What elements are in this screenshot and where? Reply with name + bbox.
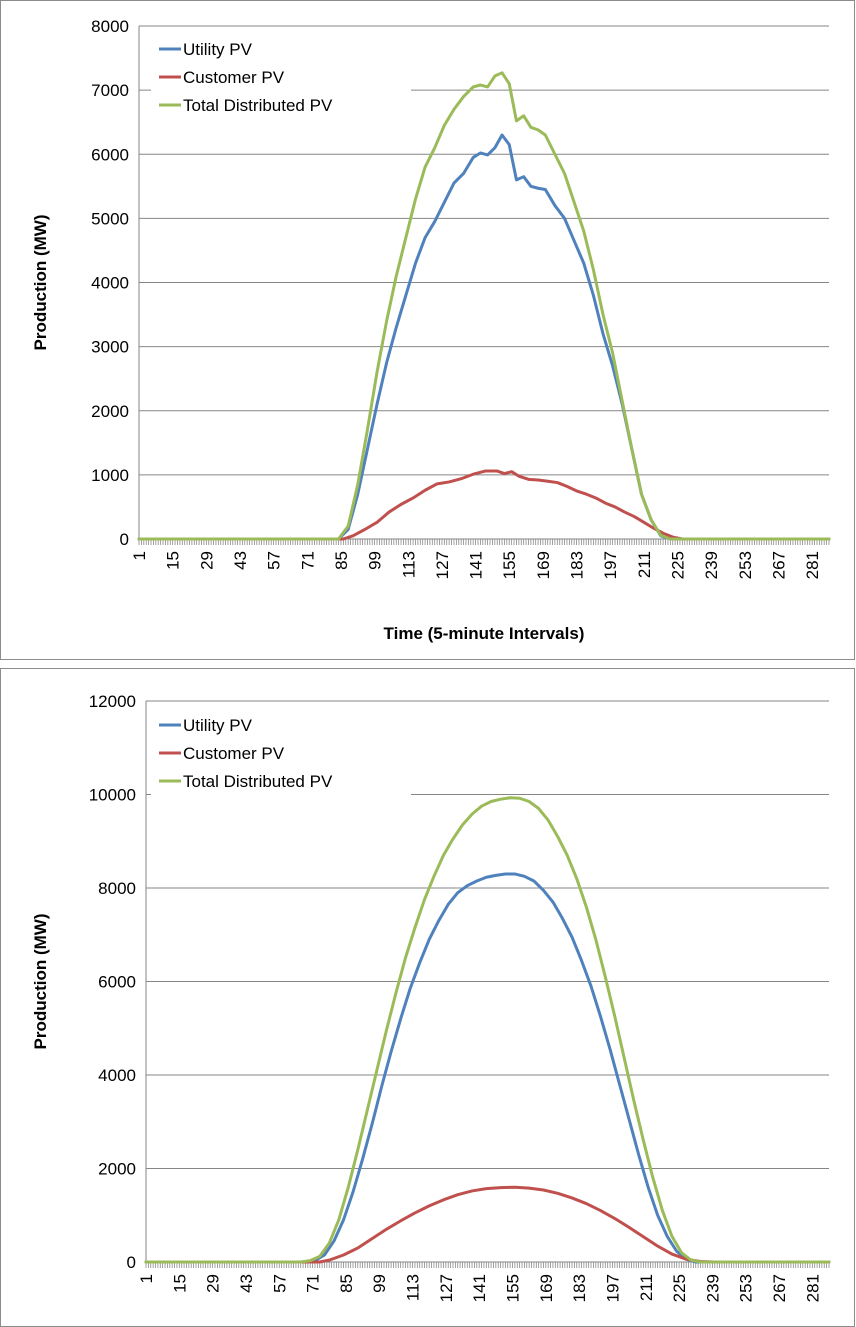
series-line-2-2 (144, 1185, 831, 1264)
y-tick-label-2-6: 12000 (89, 692, 136, 711)
y-tick-label-1-5: 5000 (91, 209, 129, 228)
x-tick-label-1-13: 183 (568, 551, 587, 579)
x-tick-label-2-10: 141 (470, 1274, 489, 1302)
chart-panel-1: 0 1000 2000 3000 4000 5000 6000 7000 8000 1 15 29 43… (0, 0, 855, 660)
x-tick-label-1-7: 99 (366, 551, 385, 570)
x-tick-label-2-16: 225 (670, 1274, 689, 1302)
x-tick-label-2-15: 211 (637, 1274, 656, 1301)
x-tick-label-2-20: 281 (803, 1274, 822, 1302)
x-tick-label-2-14: 197 (603, 1274, 622, 1302)
y-tick-label-2-5: 10000 (89, 786, 136, 805)
y-tick-label-2-1: 2000 (98, 1160, 136, 1179)
y-tick-label-2-0: 0 (127, 1253, 136, 1272)
legend-label-1-2: Customer PV (183, 68, 285, 87)
x-tick-label-1-3: 43 (231, 551, 250, 570)
x-tick-label-2-9: 127 (437, 1274, 456, 1302)
legend-label-1-3: Total Distributed PV (183, 96, 333, 115)
y-tick-label-1-4: 4000 (91, 274, 129, 293)
x-tick-label-2-2: 29 (204, 1274, 223, 1293)
x-tick-label-2-0: 1 (137, 1274, 156, 1283)
x-tick-label-2-3: 43 (237, 1274, 256, 1293)
y-axis-title-1: Production (MW) (31, 215, 50, 351)
y-tick-label-2-4: 8000 (98, 879, 136, 898)
x-tick-label-1-2: 29 (197, 551, 216, 570)
x-tick-label-2-1: 15 (170, 1274, 189, 1293)
x-tick-label-1-16: 225 (669, 551, 688, 579)
x-tick-marks-1 (138, 539, 830, 545)
x-tick-label-1-0: 1 (130, 551, 149, 560)
x-tick-marks-2 (145, 1262, 830, 1268)
x-tick-label-1-4: 57 (265, 551, 284, 570)
legend-box-1 (151, 33, 411, 128)
x-tick-label-1-9: 127 (433, 551, 452, 579)
x-tick-label-2-11: 155 (503, 1274, 522, 1302)
series-line-1-1 (137, 133, 831, 541)
x-tick-label-2-18: 253 (737, 1274, 756, 1302)
legend-box-2 (151, 709, 411, 804)
x-tick-label-1-8: 113 (399, 551, 418, 578)
legend-label-1-1: Utility PV (183, 40, 253, 59)
x-tick-label-2-8: 113 (404, 1274, 423, 1301)
chart-svg-2: 0 2000 4000 6000 8000 10000 12000 1 15 29 43 57 71 85… (31, 692, 831, 1302)
series-line-1-3 (137, 71, 831, 541)
x-tick-label-1-18: 253 (736, 551, 755, 579)
y-axis-title-2: Production (MW) (31, 914, 50, 1050)
x-tick-label-2-6: 85 (337, 1274, 356, 1293)
x-tick-label-2-17: 239 (703, 1274, 722, 1302)
x-tick-label-1-17: 239 (702, 551, 721, 579)
y-tick-label-1-1: 1000 (91, 466, 129, 485)
series-line-1-2 (137, 469, 831, 541)
x-tick-label-1-15: 211 (635, 551, 654, 578)
x-tick-label-1-6: 85 (332, 551, 351, 570)
y-tick-label-1-7: 7000 (91, 81, 129, 100)
x-tick-label-2-13: 183 (570, 1274, 589, 1302)
x-tick-label-2-4: 57 (270, 1274, 289, 1293)
x-tick-label-2-12: 169 (537, 1274, 556, 1302)
series-line-2-1 (144, 872, 831, 1264)
y-tick-label-2-3: 6000 (98, 973, 136, 992)
x-tick-label-1-14: 197 (601, 551, 620, 579)
y-tick-label-1-0: 0 (120, 530, 129, 549)
y-tick-label-1-3: 3000 (91, 338, 129, 357)
x-tick-label-1-1: 15 (164, 551, 183, 570)
y-tick-label-2-2: 4000 (98, 1066, 136, 1085)
x-tick-label-2-7: 99 (370, 1274, 389, 1293)
x-tick-label-2-19: 267 (770, 1274, 789, 1302)
x-tick-label-2-5: 71 (304, 1274, 323, 1293)
chart-svg-1: 0 1000 2000 3000 4000 5000 6000 7000 8000 1 15 29 43… (31, 17, 831, 643)
x-axis-title-1: Time (5-minute Intervals) (384, 624, 585, 643)
x-tick-label-1-5: 71 (298, 551, 317, 570)
x-tick-label-1-10: 141 (467, 551, 486, 579)
chart-panel-2: 0 2000 4000 6000 8000 10000 12000 1 15 29 43 57 71 85… (0, 668, 855, 1327)
y-tick-label-1-2: 2000 (91, 402, 129, 421)
legend-label-2-3: Total Distributed PV (183, 772, 333, 791)
y-tick-label-1-6: 6000 (91, 145, 129, 164)
legend-label-2-2: Customer PV (183, 744, 285, 763)
x-tick-label-1-12: 169 (534, 551, 553, 579)
x-tick-label-1-19: 267 (770, 551, 789, 579)
x-tick-label-1-11: 155 (500, 551, 519, 579)
series-line-2-3 (144, 796, 831, 1264)
legend-label-2-1: Utility PV (183, 716, 253, 735)
x-tick-label-1-20: 281 (803, 551, 822, 579)
y-tick-label-1-8: 8000 (91, 17, 129, 36)
